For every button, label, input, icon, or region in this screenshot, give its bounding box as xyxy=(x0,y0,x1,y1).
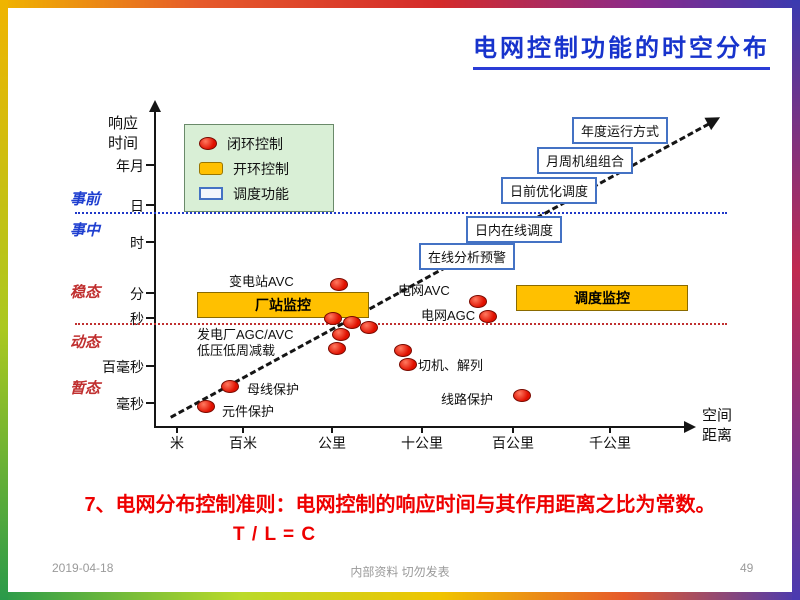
dispatch-function-box: 日前优化调度 xyxy=(501,177,598,204)
y-tick-label: 秒 xyxy=(130,311,144,327)
x-tick-mark xyxy=(421,427,423,433)
x-tick-label: 十公里 xyxy=(401,435,443,451)
threshold-dotted-line xyxy=(75,323,727,325)
phase-label: 事前 xyxy=(70,191,101,208)
footer-page-number: 49 xyxy=(740,561,754,575)
legend-item: 调度功能 xyxy=(199,181,333,206)
dispatch-rect-icon xyxy=(199,187,223,200)
dispatch-function-box: 年度运行方式 xyxy=(572,117,669,144)
control-point-dot xyxy=(394,344,412,357)
legend-item: 开环控制 xyxy=(199,156,333,181)
formula-text: T / L = C xyxy=(233,524,317,545)
x-tick-mark xyxy=(609,427,611,433)
x-tick-mark xyxy=(331,427,333,433)
threshold-dotted-line xyxy=(75,212,727,214)
control-point-label: 电网AVC xyxy=(398,283,450,298)
dispatch-function-box: 在线分析预警 xyxy=(419,243,516,270)
decorative-border-left xyxy=(0,0,8,600)
phase-label: 事中 xyxy=(70,222,101,239)
x-tick-label: 百米 xyxy=(229,435,257,451)
control-point-label: 电网AGC xyxy=(421,308,476,323)
y-tick-label: 百毫秒 xyxy=(102,359,144,375)
control-point-dot xyxy=(328,342,346,355)
closed-loop-ellipse-icon xyxy=(199,137,217,150)
control-point-dot xyxy=(330,278,348,291)
legend-item-label: 闭环控制 xyxy=(227,135,283,152)
monitoring-box: 调度监控 xyxy=(516,285,688,311)
control-point-dot xyxy=(513,389,531,402)
y-tick-mark xyxy=(146,164,155,166)
y-tick-mark xyxy=(146,241,155,243)
x-tick-mark xyxy=(512,427,514,433)
dispatch-function-box: 月周机组组合 xyxy=(537,147,634,174)
x-tick-mark xyxy=(176,427,178,433)
legend-item: 闭环控制 xyxy=(199,131,333,156)
x-tick-label: 公里 xyxy=(318,435,346,451)
y-tick-label: 毫秒 xyxy=(116,396,144,412)
control-point-dot xyxy=(343,316,361,329)
control-point-dot xyxy=(197,400,215,413)
control-point-dot xyxy=(469,295,487,308)
phase-label: 动态 xyxy=(70,334,101,351)
control-point-label: 线路保护 xyxy=(441,392,494,407)
y-tick-mark xyxy=(146,292,155,294)
y-tick-label: 年月 xyxy=(116,158,144,174)
y-axis-arrow-icon xyxy=(149,100,161,112)
x-axis-arrow-icon xyxy=(684,421,696,433)
control-point-dot xyxy=(221,380,239,393)
trend-arrow-head-icon xyxy=(704,111,724,131)
control-point-label: 低压低周减载 xyxy=(197,343,276,358)
x-axis xyxy=(154,426,686,428)
decorative-border-bottom xyxy=(0,592,800,600)
principle-text: 7、电网分布控制准则：电网控制的响应时间与其作用距离之比为常数。 xyxy=(84,494,716,516)
legend: 闭环控制开环控制调度功能 xyxy=(184,124,334,212)
decorative-border-right xyxy=(792,0,800,600)
legend-item-label: 开环控制 xyxy=(233,160,289,177)
control-point-dot xyxy=(360,321,378,334)
control-point-label: 元件保护 xyxy=(222,404,275,419)
control-point-dot xyxy=(324,312,342,325)
footer-date: 2019-04-18 xyxy=(52,561,114,575)
y-tick-mark xyxy=(146,204,155,206)
footer-notice: 内部资料 切勿发表 xyxy=(350,565,450,579)
x-tick-label: 百公里 xyxy=(492,435,534,451)
control-point-label: 母线保护 xyxy=(247,382,300,397)
dispatch-function-box: 日内在线调度 xyxy=(466,216,563,243)
phase-label: 暂态 xyxy=(70,380,101,397)
x-tick-mark xyxy=(242,427,244,433)
control-point-dot xyxy=(399,358,417,371)
control-point-label: 切机、解列 xyxy=(418,358,484,373)
y-tick-label: 时 xyxy=(130,235,144,251)
y-tick-label: 日 xyxy=(130,198,144,214)
page-title: 电网控制功能的时空分布 xyxy=(473,28,770,70)
legend-item-label: 调度功能 xyxy=(233,185,289,202)
y-tick-mark xyxy=(146,402,155,404)
y-tick-label: 分 xyxy=(130,286,144,302)
open-loop-rect-icon xyxy=(199,162,223,175)
y-tick-mark xyxy=(146,317,155,319)
monitoring-box: 厂站监控 xyxy=(197,292,369,318)
y-axis-title: 响应 时间 xyxy=(107,115,138,152)
control-point-dot xyxy=(479,310,497,323)
x-axis-title: 空间 距离 xyxy=(701,407,732,444)
control-point-label: 变电站AVC xyxy=(229,274,294,289)
x-tick-label: 千公里 xyxy=(589,435,631,451)
y-tick-mark xyxy=(146,365,155,367)
y-axis xyxy=(154,112,156,427)
control-point-dot xyxy=(332,328,350,341)
decorative-border-top xyxy=(0,0,800,8)
control-point-label: 发电厂AGC/AVC xyxy=(197,327,294,342)
x-tick-label: 米 xyxy=(170,435,184,451)
phase-label: 稳态 xyxy=(70,284,101,301)
